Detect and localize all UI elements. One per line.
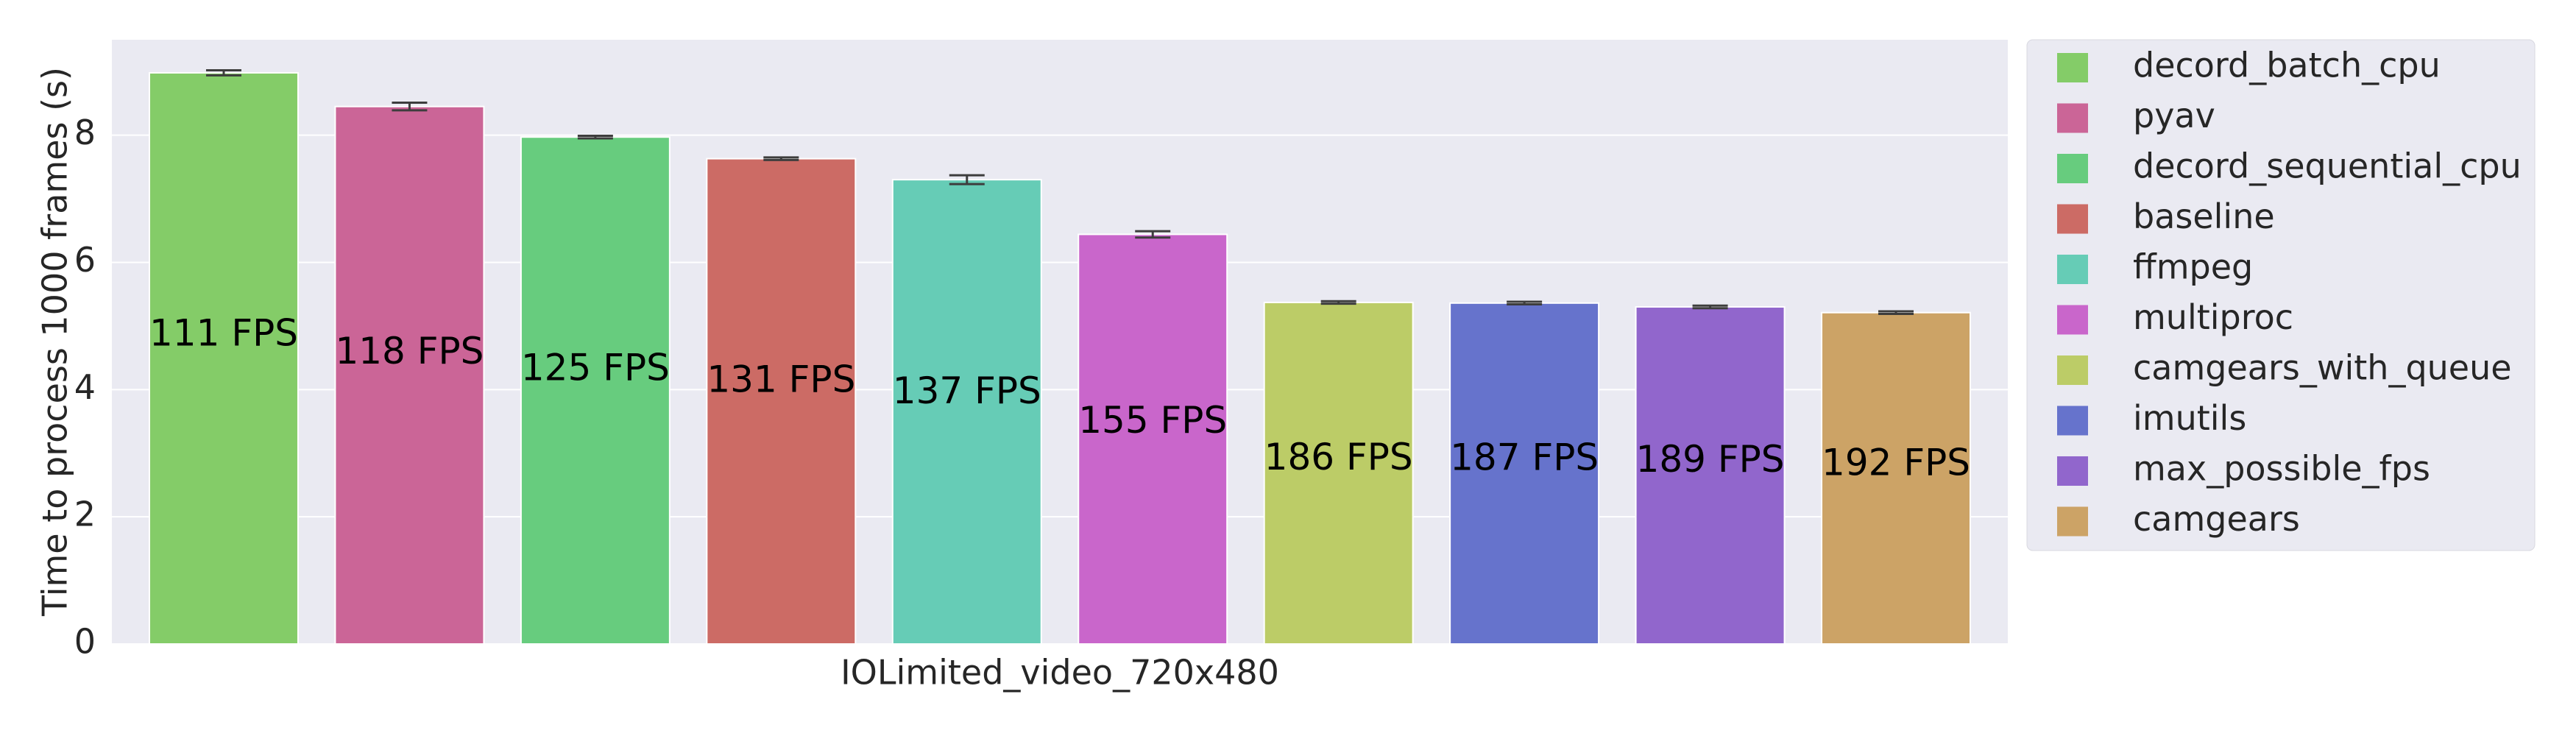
y-tick-label: 2	[74, 495, 96, 534]
bar-label: 118 FPS	[335, 330, 484, 372]
bar-label: 131 FPS	[707, 358, 855, 400]
bar	[334, 105, 485, 645]
bar-label: 111 FPS	[149, 311, 298, 354]
bar	[1078, 233, 1228, 645]
y-tick-label: 8	[74, 113, 96, 152]
legend-label: multiproc	[2133, 297, 2293, 337]
error-bar	[392, 102, 428, 112]
legend-label: camgears	[2133, 499, 2300, 539]
y-axis-label: Time to process 1000 frames (s)	[35, 67, 75, 617]
legend-swatch	[2057, 305, 2088, 335]
legend-label: pyav	[2133, 96, 2215, 135]
legend-swatch	[2057, 204, 2088, 234]
bar	[706, 158, 857, 645]
legend-swatch	[2057, 53, 2088, 82]
legend-label: max_possible_fps	[2133, 449, 2430, 489]
error-bar	[1135, 230, 1171, 239]
legend-swatch	[2057, 406, 2088, 436]
y-tick-label: 4	[74, 367, 96, 407]
bar-label: 186 FPS	[1264, 436, 1413, 478]
bar-label: 155 FPS	[1078, 399, 1227, 442]
error-bar	[949, 174, 985, 185]
bar	[1449, 302, 1600, 645]
bar	[1821, 311, 1971, 645]
error-bar	[1507, 300, 1543, 306]
legend-swatch	[2057, 103, 2088, 133]
bar	[520, 136, 670, 645]
bar-label: 192 FPS	[1822, 441, 1970, 484]
error-bar	[205, 68, 241, 77]
legend-swatch	[2057, 355, 2088, 385]
bar	[1263, 301, 1414, 645]
y-tick-label: 0	[74, 622, 96, 662]
bar	[1635, 305, 1786, 645]
bar	[149, 71, 299, 645]
legend-label: camgears_with_queue	[2133, 348, 2512, 388]
bar-label: 125 FPS	[521, 347, 670, 389]
legend-label: baseline	[2133, 197, 2275, 236]
error-bar	[1878, 310, 1914, 315]
legend-swatch	[2057, 154, 2088, 183]
legend-swatch	[2057, 456, 2088, 486]
legend-label: decord_batch_cpu	[2133, 46, 2441, 85]
bar-label: 137 FPS	[893, 369, 1041, 412]
legend-swatch	[2057, 506, 2088, 537]
y-tick-label: 6	[74, 240, 96, 280]
legend-label: imutils	[2133, 398, 2246, 438]
error-bar	[577, 134, 613, 140]
x-tick-label: IOLimited_video_720x480	[841, 653, 1279, 693]
legend-swatch	[2057, 255, 2088, 284]
error-bar	[1320, 300, 1356, 305]
bar-label: 189 FPS	[1636, 438, 1785, 481]
legend-label: ffmpeg	[2133, 247, 2253, 287]
bar	[891, 179, 1042, 645]
error-bar	[763, 156, 799, 161]
error-bar	[1692, 304, 1728, 310]
legend	[2026, 39, 2536, 551]
bar-label: 187 FPS	[1450, 436, 1599, 478]
legend-label: decord_sequential_cpu	[2133, 146, 2522, 186]
